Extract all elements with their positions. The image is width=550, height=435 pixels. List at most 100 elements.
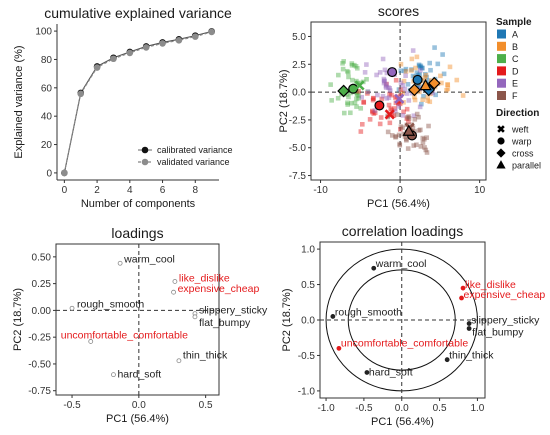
replicate-point [414,111,420,117]
variance-point [61,169,68,177]
loading-label-like_dislike: like_dislike [465,279,516,291]
replicate-point [424,74,429,80]
replicate-point [420,140,426,145]
variance-point [142,44,150,51]
loading-label-expensive_cheap: expensive_cheap [464,289,546,301]
correlation_loadings-x-tick-label: -1.0 [317,403,335,414]
replicate-point [410,48,416,53]
replicate-point [411,113,417,119]
legend-marker [141,158,149,166]
legend-swatch-C [497,54,506,64]
legend-swatch-D [497,66,506,76]
replicate-point [433,92,438,98]
legend-swatch-F [497,91,506,100]
replicate-point [372,108,378,113]
replicate-point [336,72,341,78]
replicate-point [341,59,346,64]
replicate-point [345,102,351,107]
replicate-point [406,114,412,119]
replicate-point [418,127,423,133]
replicate-point [428,67,433,73]
legend-sample-label: C [512,54,519,64]
replicate-point [400,90,406,96]
replicate-point [367,117,373,122]
variance-point [208,28,215,36]
loading-label-slippery_sticky: slippery_sticky [471,315,540,327]
variance-x-tick-label: 8 [192,185,198,196]
legend-label: validated variance [157,157,230,167]
replicate-point [402,134,408,139]
loading-point-warm_cool [117,260,123,266]
loading-point-rough_smooth [69,305,75,311]
replicate-point [329,98,334,103]
replicate-point [404,116,410,121]
replicate-point [404,106,410,112]
replicate-point [340,66,346,72]
legend-sample-label: B [512,42,518,52]
replicate-point [387,88,393,93]
replicate-point [345,100,350,106]
variance-y-tick-label: 80 [41,55,53,66]
variance-point [159,40,166,47]
replicate-point [427,99,433,105]
legend-marker [141,146,149,154]
replicate-point [410,73,416,79]
loading-label-slippery_sticky: slippery_sticky [199,305,268,317]
replicate-point [387,91,392,97]
replicate-point [417,72,423,77]
replicate-point [371,96,376,102]
scores-y-tick-label: 0.0 [292,88,306,99]
replicate-point [388,106,393,112]
replicate-point [356,88,361,94]
replicate-point [387,85,392,91]
scores-panel: scores -10 0 10 5.0 2.5 0.0 -2.5 -5.0 -7.5 PC1 (56… [278,3,487,210]
replicate-point [354,92,360,97]
scores-x-label: PC1 (56.4%) [367,198,430,210]
legend-direction-title: Direction [496,108,539,119]
replicate-point [405,81,411,87]
loading-point-flat_bumpy [466,326,472,331]
replicate-point [393,134,398,140]
loading-label-hard_soft: hard_soft [117,369,161,381]
replicate-point [417,89,422,95]
legend-sample-label: D [512,66,519,76]
replicate-point [384,96,390,101]
replicate-point [447,64,453,70]
replicate-point [364,62,369,67]
replicate-point [349,100,354,106]
replicate-point [412,94,417,100]
loading-label-thin_thick: thin_thick [183,350,228,362]
replicate-point [358,129,364,134]
replicate-point [359,94,365,100]
replicate-point [416,63,422,69]
replicate-point [380,93,386,99]
variance-point [126,49,134,57]
replicate-point [397,141,402,147]
variance-y-label: Explained variance (%) [13,45,25,158]
loading-label-flat_bumpy: flat_bumpy [199,317,251,329]
replicate-point [398,68,404,74]
replicate-point [398,124,404,129]
replicate-point [352,100,358,106]
replicate-point [405,146,411,151]
correlation_loadings-y-tick-label: -0.5 [298,351,316,362]
replicate-point [364,76,369,82]
variance-point [77,90,85,98]
correlation_loadings-panel: correlation loadings -1.0 -0.5 0.0 0.5 1.0 1.0… [281,223,545,428]
variance-series-line [63,31,212,174]
variance-y-tick-label: 40 [41,112,53,123]
loading-point-like_dislike [172,279,178,284]
correlation_loadings-x-tick-label: 0.5 [433,403,447,414]
replicate-point [370,97,376,103]
replicate-point [398,61,404,67]
replicate-point [349,62,355,68]
replicate-point [424,135,430,140]
replicate-point [398,93,404,98]
replicate-point [423,147,429,153]
loadings-x-tick-label: 0.5 [199,400,213,411]
variance-point [93,64,101,71]
loadings-x-tick-label: 0.0 [132,400,146,411]
loading-point-thin_thick [444,357,450,363]
replicate-point [391,113,397,118]
